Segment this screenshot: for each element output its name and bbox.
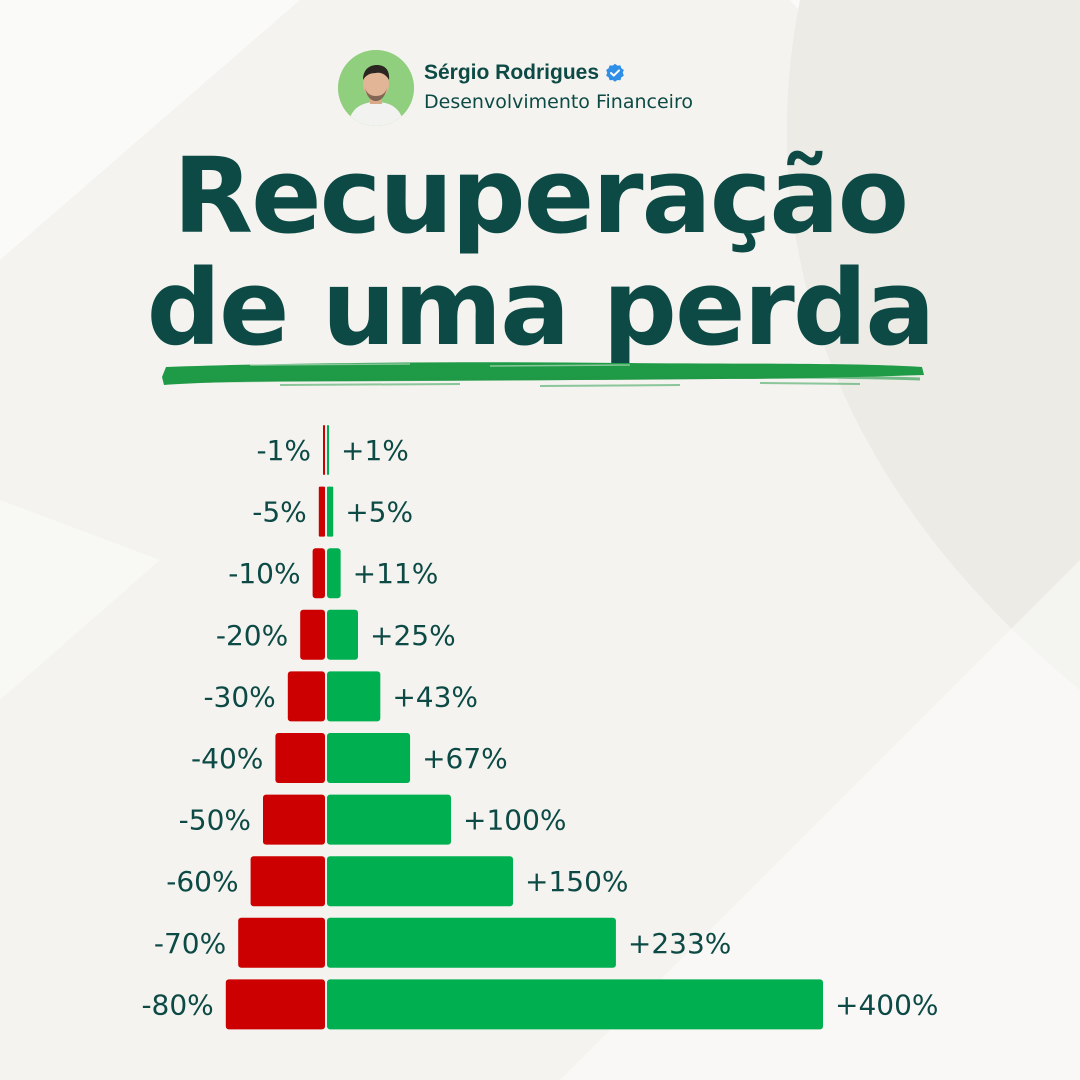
gain-bar: [327, 979, 823, 1030]
gain-bar: [327, 548, 341, 599]
gain-label: +150%: [525, 865, 629, 898]
brush-underline: [162, 362, 924, 387]
verified-badge-icon: [605, 63, 625, 83]
loss-label: -30%: [203, 680, 275, 713]
avatar: [338, 50, 414, 126]
loss-bar: [318, 486, 325, 537]
author-role: Desenvolvimento Financeiro: [424, 91, 693, 113]
loss-bar: [323, 425, 325, 475]
loss-bar: [287, 671, 325, 722]
loss-bar: [275, 733, 325, 783]
gain-bar: [327, 917, 616, 968]
loss-label: -1%: [256, 434, 311, 467]
loss-label: -50%: [179, 804, 251, 837]
loss-bar: [250, 856, 325, 907]
gain-bar: [327, 671, 381, 722]
title-line-2: de uma perda: [146, 247, 936, 369]
gain-bar: [327, 733, 411, 783]
gain-label: +67%: [422, 742, 508, 775]
gain-bar: [327, 856, 513, 907]
gain-label: +11%: [353, 557, 439, 590]
gain-bar: [327, 486, 334, 537]
loss-label: -60%: [166, 865, 238, 898]
gain-label: +400%: [835, 988, 939, 1021]
gain-label: +233%: [628, 927, 732, 960]
loss-label: -20%: [216, 619, 288, 652]
loss-label: -5%: [252, 496, 307, 529]
loss-bar: [300, 609, 325, 660]
loss-label: -10%: [228, 557, 300, 590]
author-name-row: Sérgio Rodrigues: [424, 60, 693, 86]
page-title: Recuperação de uma perda: [0, 140, 1080, 364]
author-name: Sérgio Rodrigues: [424, 61, 600, 84]
loss-label: -40%: [191, 742, 263, 775]
title-line-1: Recuperação: [172, 135, 909, 257]
gain-bar: [327, 425, 329, 475]
loss-label: -70%: [154, 927, 226, 960]
gain-label: +43%: [392, 680, 478, 713]
gain-bar: [327, 609, 358, 660]
loss-bar: [225, 979, 325, 1030]
loss-bar: [238, 917, 325, 968]
gain-bar: [327, 794, 451, 845]
author-header: Sérgio Rodrigues Desenvolvimento Finance…: [338, 50, 693, 126]
gain-label: +100%: [463, 804, 567, 837]
gain-label: +1%: [341, 434, 409, 467]
gain-label: +25%: [370, 619, 456, 652]
loss-bar: [263, 794, 325, 845]
loss-label: -80%: [141, 988, 213, 1021]
gain-label: +5%: [345, 496, 413, 529]
loss-bar: [312, 548, 325, 599]
